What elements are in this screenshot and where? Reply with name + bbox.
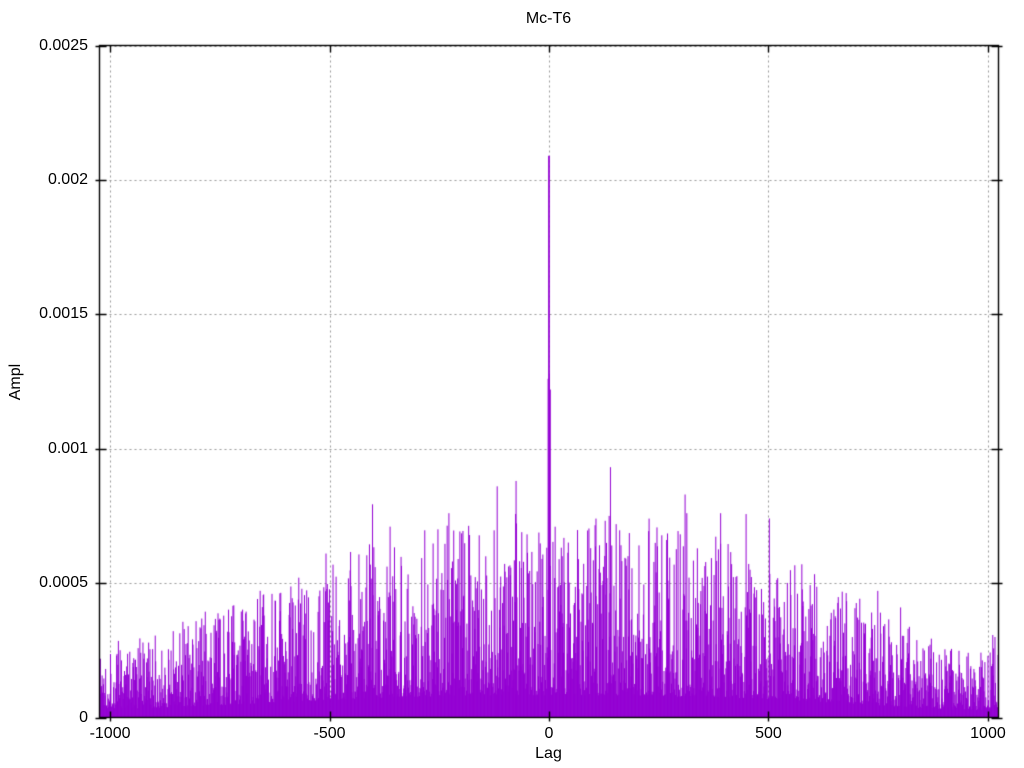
chart-title: Mc-T6 — [525, 10, 572, 27]
y-tick-label: 0.0005 — [39, 574, 88, 592]
x-tick-label: 0 — [544, 725, 554, 742]
x-tick-label: 1000 — [970, 725, 1006, 742]
y-axis-label: Ampl — [7, 363, 24, 401]
x-tick-label: 500 — [755, 725, 782, 742]
y-tick-label: 0.002 — [47, 170, 88, 188]
x-tick-label: -1000 — [89, 725, 131, 742]
y-tick-label: 0.0015 — [39, 305, 88, 323]
y-tick-label: 0.001 — [47, 439, 88, 457]
x-tick-label: -500 — [313, 725, 346, 742]
x-axis-label: Lag — [535, 745, 562, 762]
y-tick-label: 0 — [79, 708, 88, 726]
y-tick-label: 0.0025 — [39, 36, 88, 54]
